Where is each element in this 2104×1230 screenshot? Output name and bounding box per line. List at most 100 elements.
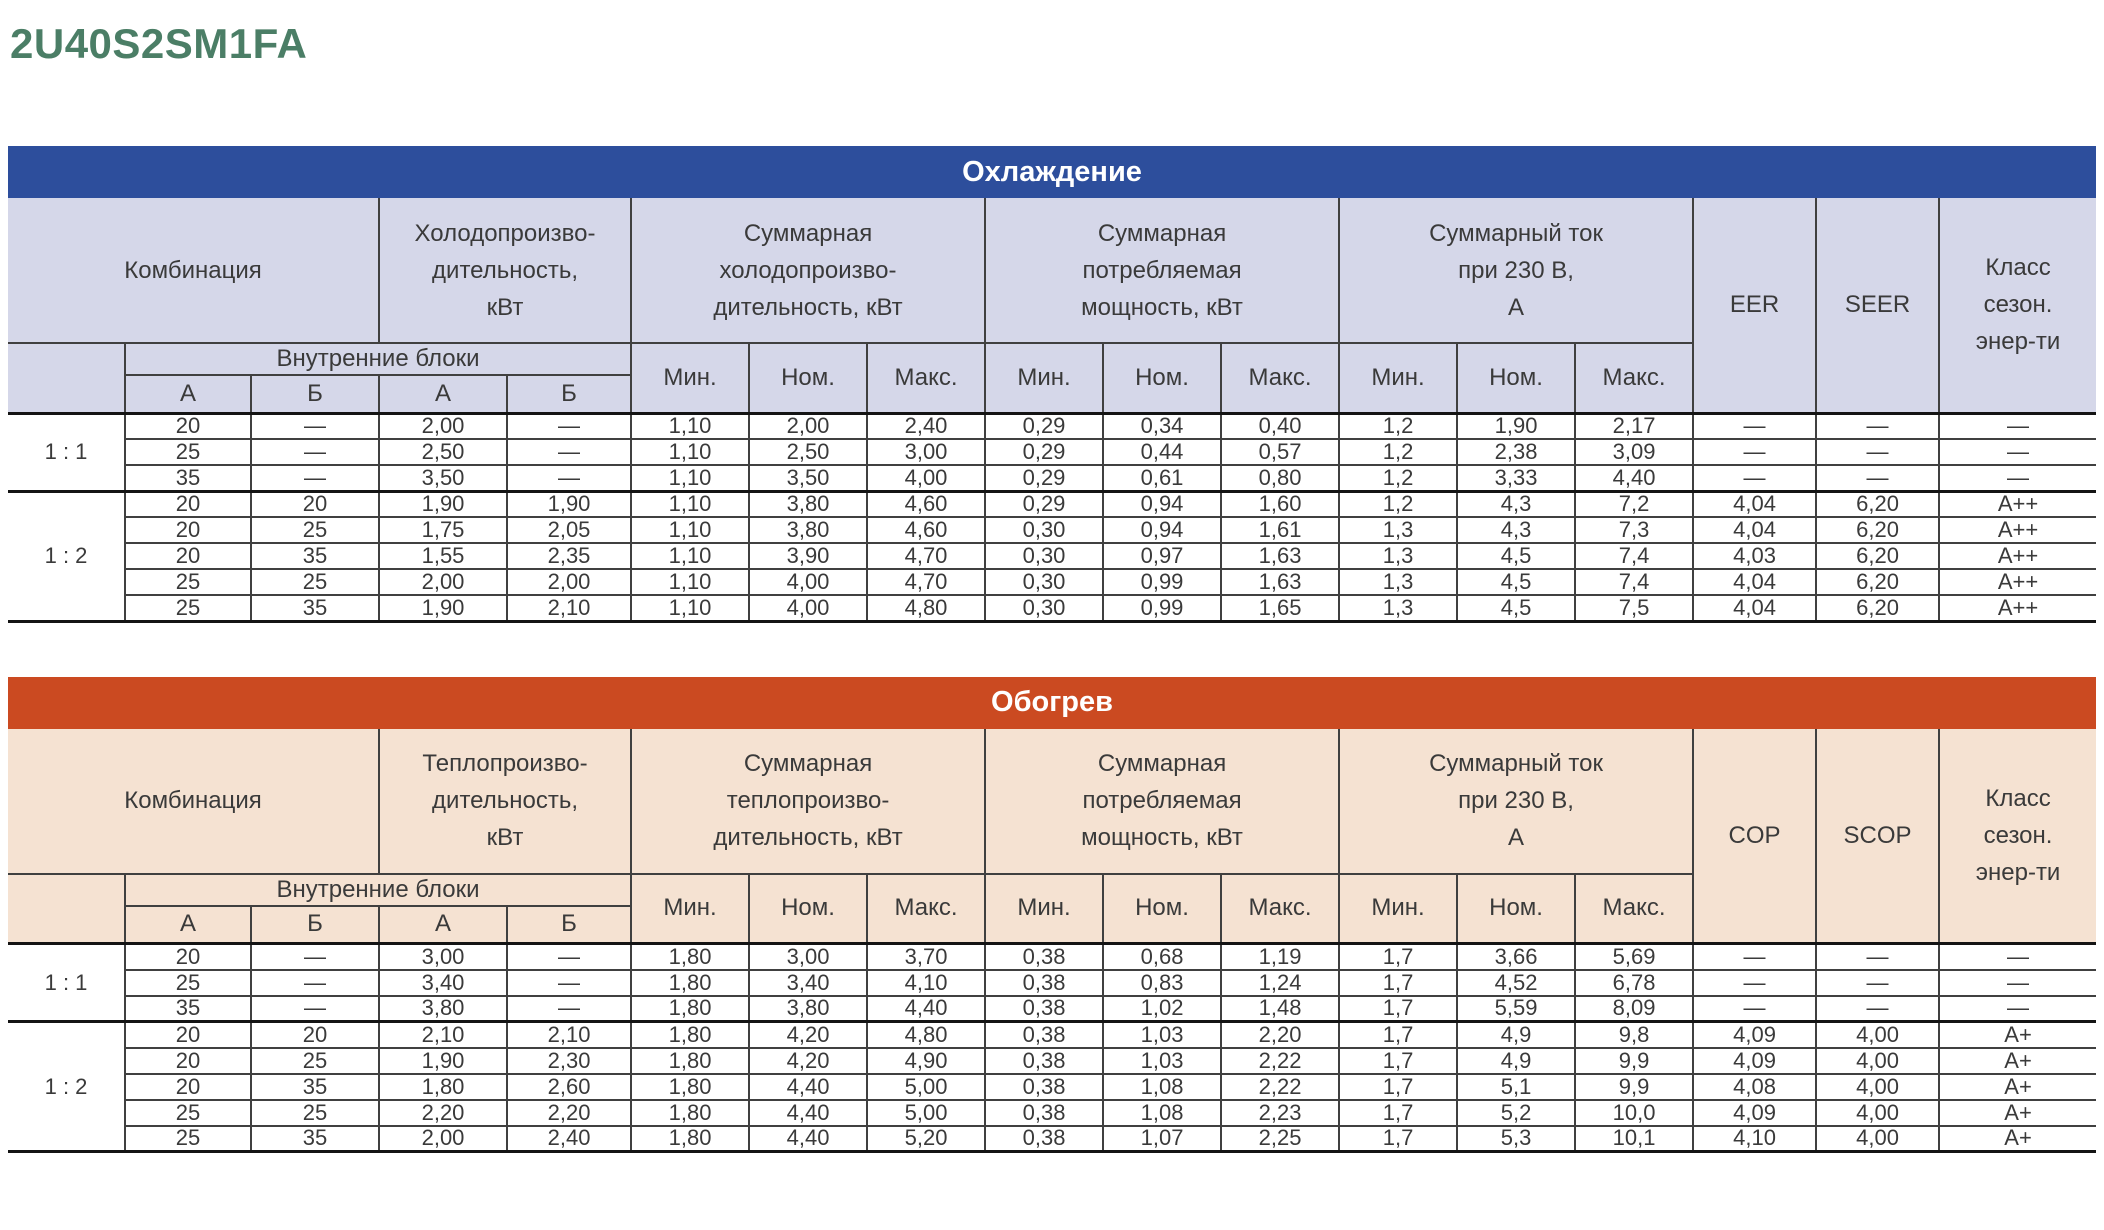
total-power-nom: 0,83 [1102,968,1223,997]
total-current-header: Суммарный ток при 230 В, А [1338,198,1695,344]
capacity-a: 2,00 [378,1124,509,1153]
total-power-max: 1,65 [1220,594,1341,623]
efficiency-value: — [1692,942,1818,971]
seasonal-efficiency-value: 6,20 [1815,516,1941,544]
total-capacity-max: 4,80 [866,594,987,623]
total-capacity-min: 1,80 [630,1072,751,1101]
total-capacity-min: 1,10 [630,568,751,596]
capacity-b: 2,05 [506,516,633,544]
total-capacity-max-header: Макс. [866,342,987,414]
table-row: 20 35 1,80 2,60 1,80 4,40 5,00 0,38 1,08 2,22 1,7 5… [8,1072,2097,1101]
heating-section: Обогрев Комбинация Теплопроизво- дительн… [8,676,2097,1153]
total-capacity-max: 4,10 [866,968,987,997]
table-row: 25—3,40—1,80 3,40 4,10 0,38 0,83 1,24 1,7 4,52 6… [8,968,2097,997]
cooling-table-header: Комбинация Холодопроизво- дительность, к… [8,198,2097,414]
total-current-nom: 5,3 [1456,1124,1577,1153]
total-current-max: 2,17 [1574,411,1695,440]
energy-class-value: — [1938,411,2097,440]
energy-class-value: — [1938,942,2097,971]
heating-title: Обогрев [991,686,1113,718]
efficiency-value: — [1692,994,1818,1023]
total-capacity-nom: 2,00 [748,411,869,440]
seasonal-efficiency-value: — [1815,942,1941,971]
total-current-min-header: Мин. [1338,872,1459,945]
total-power-min-header: Мин. [984,342,1105,414]
capacity-b: 2,60 [506,1072,633,1101]
capacity-a: 3,80 [378,994,509,1023]
indoor-unit-a: 20 [124,1072,252,1101]
heating-table: Комбинация Теплопроизво- дительность, кВ… [8,728,2097,1153]
total-power-nom: 0,44 [1102,438,1223,466]
total-current-max-header: Макс. [1574,342,1695,414]
total-power-max: 1,19 [1220,942,1341,971]
total-power-min: 0,30 [984,516,1105,544]
total-current-min: 1,7 [1338,1046,1459,1075]
total-current-nom-header: Ном. [1456,872,1577,945]
total-power-max-header: Макс. [1220,342,1341,414]
table-row: 25 25 2,00 2,00 1,10 4,00 4,70 0,30 0,99 1,63 1,3 4… [8,568,2097,596]
total-power-max-header: Макс. [1220,872,1341,945]
indoor-unit-b: — [249,942,381,971]
capacity-b: 2,00 [506,568,633,596]
efficiency-value: — [1692,438,1818,466]
heating-table-body: 1 : 1 20—3,00—1,80 3,00 3,70 0,38 0,68 1,19 1,7… [8,942,2097,1153]
total-power-min: 0,30 [984,568,1105,596]
indoor-unit-b: 25 [249,568,381,596]
total-capacity-min: 1,80 [630,1020,751,1049]
total-power-min: 0,29 [984,489,1105,518]
total-capacity-min: 1,10 [630,542,751,570]
table-row: 25 35 2,00 2,40 1,80 4,40 5,20 0,38 1,07 2,25 1,7 5… [8,1124,2097,1153]
seasonal-efficiency-value: 4,00 [1815,1124,1941,1153]
total-capacity-min: 1,80 [630,942,751,971]
efficiency-value: 4,04 [1692,568,1818,596]
total-current-nom: 3,33 [1456,464,1577,492]
total-power-nom: 1,03 [1102,1046,1223,1075]
total-current-min: 1,7 [1338,1072,1459,1101]
total-current-min-header: Мин. [1338,342,1459,414]
energy-class-value: A+ [1938,1072,2097,1101]
combination-ratio-cell: 1 : 1 [8,411,126,493]
indoor-unit-b: — [249,968,381,997]
energy-class-value: — [1938,968,2097,997]
capacity-b-header: Б [506,374,633,414]
seasonal-efficiency-value: 4,00 [1815,1020,1941,1049]
total-power-min: 0,38 [984,1098,1105,1127]
indoor-unit-a: 35 [124,464,252,492]
energy-class-value: A++ [1938,489,2097,518]
total-current-nom: 5,1 [1456,1072,1577,1101]
total-capacity-max: 4,60 [866,516,987,544]
ratio-spacer-cell [8,342,126,414]
seasonal-efficiency-value: — [1815,411,1941,440]
capacity-a: 1,55 [378,542,509,570]
total-capacity-min: 1,80 [630,994,751,1023]
efficiency-value: — [1692,411,1818,440]
total-capacity-min: 1,80 [630,1124,751,1153]
seasonal-efficiency-value: 6,20 [1815,542,1941,570]
total-power-nom: 0,97 [1102,542,1223,570]
total-power-min: 0,29 [984,464,1105,492]
total-power-header: Суммарная потребляемая мощность, кВт [984,198,1341,344]
total-current-min: 1,7 [1338,1020,1459,1049]
cop-header: COP [1692,728,1818,945]
efficiency-value: 4,08 [1692,1072,1818,1101]
total-power-nom: 1,02 [1102,994,1223,1023]
total-capacity-nom: 4,40 [748,1124,869,1153]
capacity-a: 1,90 [378,489,509,518]
table-row: 35—3,80—1,80 3,80 4,40 0,38 1,02 1,48 1,7 5,59 8… [8,994,2097,1023]
total-current-min: 1,7 [1338,994,1459,1023]
energy-class-value: A++ [1938,516,2097,544]
energy-class-value: A+ [1938,1124,2097,1153]
total-power-nom: 0,99 [1102,594,1223,623]
table-row: 20 35 1,55 2,35 1,10 3,90 4,70 0,30 0,97 1,63 1,3 4… [8,542,2097,570]
total-power-max: 0,80 [1220,464,1341,492]
total-current-max: 9,9 [1574,1072,1695,1101]
total-capacity-nom: 3,90 [748,542,869,570]
indoor-unit-a: 20 [124,1046,252,1075]
total-current-header: Суммарный ток при 230 В, А [1338,728,1695,875]
efficiency-value: 4,09 [1692,1098,1818,1127]
total-capacity-header: Суммарная теплопроизво- дительность, кВт [630,728,987,875]
total-current-min: 1,3 [1338,594,1459,623]
total-capacity-min: 1,10 [630,489,751,518]
seasonal-efficiency-value: 6,20 [1815,594,1941,623]
total-power-max: 2,22 [1220,1072,1341,1101]
